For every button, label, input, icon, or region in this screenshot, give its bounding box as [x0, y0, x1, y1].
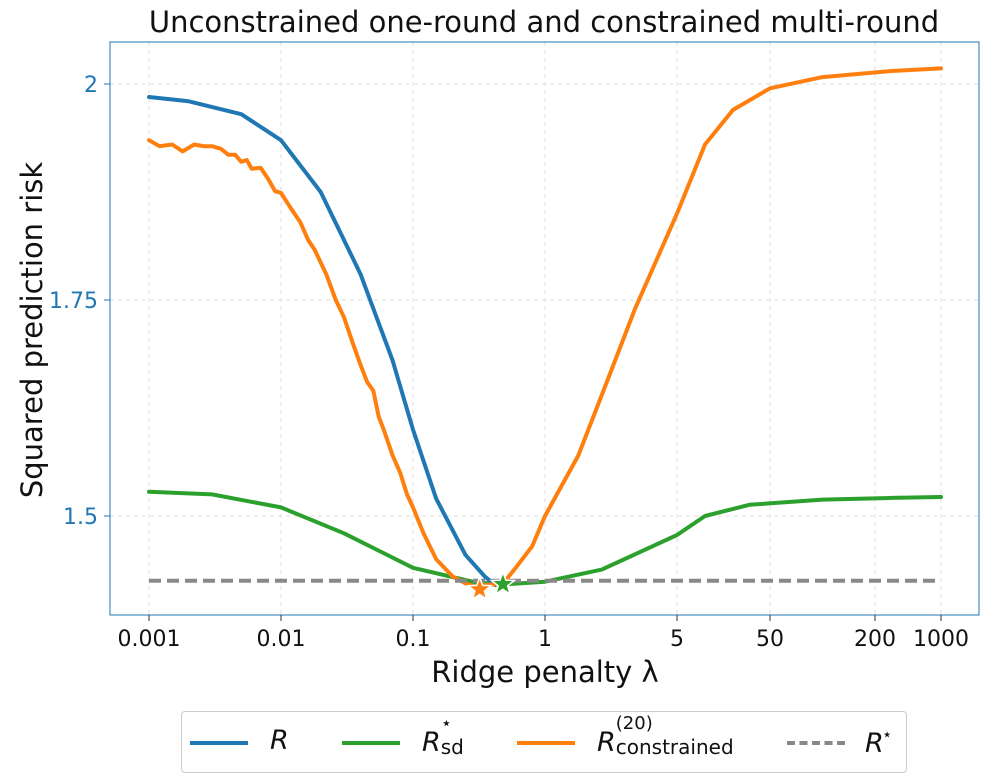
legend-label-rconstrained-main: R	[597, 727, 616, 758]
x-tick-label: 50	[756, 627, 784, 652]
legend: R R ⋆ sd R (20) constrained R⋆	[181, 711, 907, 773]
legend-line-r	[190, 741, 248, 745]
legend-label-r: R	[270, 725, 289, 756]
legend-label-rstar: R⋆	[865, 725, 892, 759]
x-axis-label: Ridge penalty λ	[431, 655, 658, 689]
x-tick-label: 1000	[913, 627, 969, 652]
plot-area	[147, 66, 943, 589]
legend-label-rstar-main: R	[865, 728, 884, 759]
x-tick-label: 1	[538, 627, 552, 652]
grid	[110, 42, 979, 615]
legend-label-rsd: R ⋆ sd	[422, 713, 481, 759]
y-axis-label: Squared prediction risk	[15, 162, 49, 499]
legend-label-rconstrained-sup: (20)	[615, 713, 653, 734]
y-tick-label: 1.5	[63, 505, 98, 530]
y-tick-label: 2	[84, 73, 98, 98]
y-tick-label: 1.75	[49, 289, 98, 314]
legend-label-rstar-sup: ⋆	[881, 725, 893, 745]
chart: 0.001 0.01 0.1 1 5 50 200 1000 1.5 1.75 2 Unconst…	[15, 5, 980, 689]
series-line-0	[147, 95, 498, 588]
legend-label-rconstrained-sub: constrained	[615, 735, 734, 759]
star-marker-0	[466, 575, 494, 601]
legend-line-rsd	[342, 741, 400, 745]
series-line-2	[147, 66, 943, 589]
x-tick-label: 200	[854, 627, 896, 652]
x-tick-label: 0.1	[396, 627, 431, 652]
legend-label-r-main: R	[270, 725, 289, 756]
plot-frame	[109, 41, 980, 616]
legend-label-rsd-sub: sd	[440, 735, 464, 759]
star-marker-1	[489, 570, 517, 596]
x-tick-label: 0.01	[257, 627, 306, 652]
legend-label-rconstrained: R (20) constrained	[597, 713, 756, 759]
y-ticks: 1.5 1.75 2	[49, 73, 110, 530]
legend-label-rsd-sup: ⋆	[440, 713, 453, 734]
legend-line-rconstrained	[517, 741, 575, 745]
chart-title: Unconstrained one-round and constrained …	[149, 5, 939, 39]
legend-line-rstar	[787, 741, 845, 745]
x-ticks: 0.001 0.01 0.1 1 5 50 200 1000	[118, 615, 969, 652]
x-tick-label: 5	[670, 627, 684, 652]
x-tick-label: 0.001	[118, 627, 181, 652]
legend-label-rsd-main: R	[422, 727, 441, 758]
